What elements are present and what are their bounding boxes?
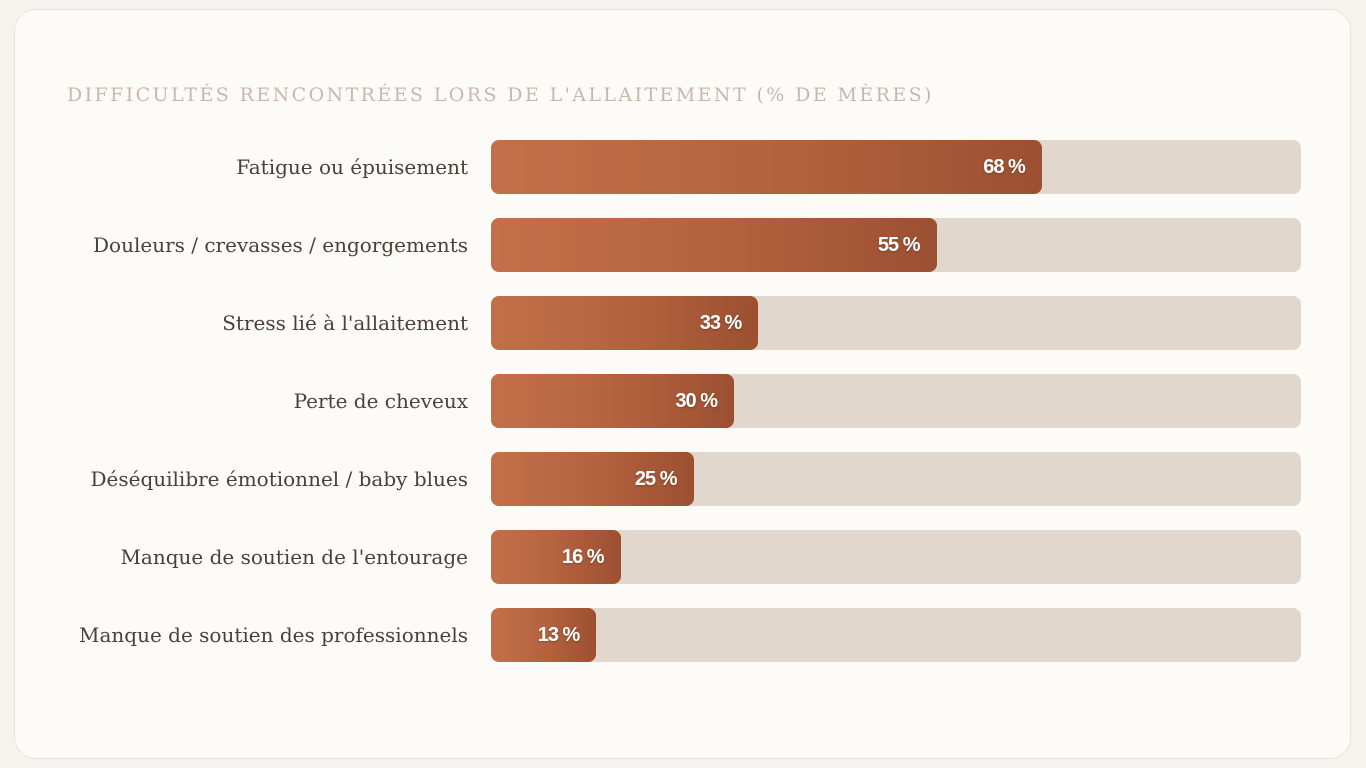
category-label: Déséquilibre émotionnel / baby blues — [90, 467, 468, 491]
bar-track: 30 % — [491, 374, 1301, 428]
bar-track: 55 % — [491, 218, 1301, 272]
bar-rows: Fatigue ou épuisement 68 % Douleurs / crev… — [15, 140, 1350, 662]
bar-row: Perte de cheveux 30 % — [15, 374, 1350, 428]
bar: 33 % — [491, 296, 759, 350]
bar: 16 % — [491, 530, 621, 584]
bar-row: Fatigue ou épuisement 68 % — [15, 140, 1350, 194]
bar-row: Douleurs / crevasses / engorgements 55 % — [15, 218, 1350, 272]
value-label: 33 % — [699, 311, 743, 334]
bar: 68 % — [491, 140, 1042, 194]
bar: 55 % — [491, 218, 937, 272]
value-label: 25 % — [634, 467, 678, 490]
value-label: 30 % — [675, 389, 718, 412]
category-label: Fatigue ou épuisement — [236, 155, 468, 179]
value-label: 55 % — [877, 233, 921, 256]
bar-track: 68 % — [491, 140, 1301, 194]
bar: 30 % — [491, 374, 734, 428]
category-label: Douleurs / crevasses / engorgements — [93, 233, 468, 257]
chart-card: DIFFICULTÉS RENCONTRÉES LORS DE L'ALLAIT… — [14, 9, 1351, 759]
bar: 25 % — [491, 452, 694, 506]
bar-row: Manque de soutien de l'entourage 16 % — [15, 530, 1350, 584]
bar: 13 % — [491, 608, 597, 662]
category-label: Perte de cheveux — [293, 389, 468, 413]
category-label: Manque de soutien de l'entourage — [120, 545, 468, 569]
bar-track: 25 % — [491, 452, 1301, 506]
category-label: Stress lié à l'allaitement — [222, 311, 468, 335]
value-label: 16 % — [562, 545, 605, 568]
bar-row: Manque de soutien des professionnels 13 % — [15, 608, 1350, 662]
value-label: 68 % — [983, 155, 1026, 178]
chart-title: DIFFICULTÉS RENCONTRÉES LORS DE L'ALLAIT… — [67, 83, 934, 106]
category-label: Manque de soutien des professionnels — [79, 623, 468, 647]
bar-track: 16 % — [491, 530, 1301, 584]
bar-row: Déséquilibre émotionnel / baby blues 25 % — [15, 452, 1350, 506]
bar-track: 13 % — [491, 608, 1301, 662]
bar-track: 33 % — [491, 296, 1301, 350]
value-label: 13 % — [537, 623, 581, 646]
bar-row: Stress lié à l'allaitement 33 % — [15, 296, 1350, 350]
